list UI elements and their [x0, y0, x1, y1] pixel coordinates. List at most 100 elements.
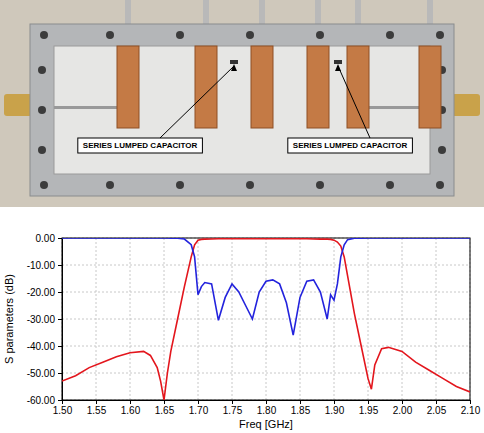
- connector: [452, 94, 480, 116]
- screw-hole: [106, 181, 114, 189]
- connector: [4, 94, 32, 116]
- x-tick: 2.00: [393, 400, 413, 416]
- screw-hole: [38, 106, 46, 114]
- capacitor: [334, 60, 342, 64]
- x-tick-label: 1.60: [121, 405, 141, 416]
- y-tick-label: -30.00: [27, 314, 56, 325]
- housing: [30, 24, 454, 196]
- x-tick-mark: [334, 400, 335, 404]
- series-line: [62, 239, 470, 400]
- screw-hole: [246, 181, 254, 189]
- chart: 1.501.551.601.651.701.751.801.851.901.95…: [0, 210, 484, 433]
- x-tick: 1.50: [53, 400, 73, 416]
- series-line: [62, 238, 470, 335]
- plot-frame: [62, 238, 470, 400]
- x-tick: 1.85: [291, 400, 311, 416]
- capacitor: [230, 60, 238, 64]
- screw-hole: [38, 146, 46, 154]
- x-tick-label: 1.80: [257, 405, 277, 416]
- copper-rod: [251, 46, 273, 128]
- x-tick-mark: [300, 400, 301, 404]
- grid-line-y: [62, 292, 470, 293]
- y-tick-label: -20.00: [27, 287, 56, 298]
- y-tick-mark: [58, 238, 62, 239]
- chart-background: [0, 210, 484, 433]
- photo-background: [0, 0, 484, 207]
- photo-label: SERIES LUMPED CAPACITOR: [78, 64, 237, 153]
- screw-hole: [436, 31, 444, 39]
- x-tick: 2.10: [461, 400, 481, 416]
- screw-hole: [38, 66, 46, 74]
- copper-rod: [195, 46, 217, 128]
- y-tick: -40.00: [27, 341, 62, 352]
- x-tick: 1.55: [87, 400, 107, 416]
- x-tick-mark: [436, 400, 437, 404]
- cavity: [54, 46, 430, 174]
- x-tick: 1.70: [189, 400, 209, 416]
- screw-hole: [246, 31, 254, 39]
- x-tick: 1.95: [359, 400, 379, 416]
- figure: SERIES LUMPED CAPACITOR SERIES LUMPED CAP…: [0, 0, 484, 433]
- photo: SERIES LUMPED CAPACITOR SERIES LUMPED CAP…: [0, 0, 484, 207]
- y-tick: -20.00: [27, 287, 62, 298]
- screw-hole: [176, 181, 184, 189]
- x-tick-label: 1.90: [325, 405, 345, 416]
- y-tick: -50.00: [27, 368, 62, 379]
- x-tick: 1.90: [325, 400, 345, 416]
- x-tick-label: 1.95: [359, 405, 379, 416]
- x-tick-mark: [198, 400, 199, 404]
- y-axis-title: S parameters (dB): [3, 274, 15, 364]
- y-tick-mark: [58, 400, 62, 401]
- copper-rod: [347, 46, 369, 128]
- series-group: [62, 238, 470, 400]
- screw-hole: [436, 181, 444, 189]
- x-tick: 2.05: [427, 400, 447, 416]
- y-tick-mark: [58, 373, 62, 374]
- y-axis: 0.00 -10.00 -20.00 -30.00 -40.00 -50.00 -60.00: [27, 233, 63, 406]
- x-tick-mark: [232, 400, 233, 404]
- photo-label-box: [288, 138, 413, 153]
- copper-rod: [117, 46, 139, 128]
- screw-hole: [106, 31, 114, 39]
- grid-line-y: [62, 373, 470, 374]
- x-tick-mark: [368, 400, 369, 404]
- screw-hole: [386, 181, 394, 189]
- x-tick-label: 1.75: [223, 405, 243, 416]
- photo-label-text: SERIES LUMPED CAPACITOR: [293, 141, 408, 150]
- x-tick-mark: [130, 400, 131, 404]
- x-tick-label: 1.55: [87, 405, 107, 416]
- y-tick: -60.00: [27, 395, 62, 406]
- photo-label-box: [78, 138, 203, 153]
- y-tick-mark: [58, 346, 62, 347]
- y-tick: -10.00: [27, 260, 62, 271]
- screw-hole: [386, 31, 394, 39]
- x-tick-label: 1.70: [189, 405, 209, 416]
- grid-line-y: [62, 265, 470, 266]
- y-tick: -30.00: [27, 314, 62, 325]
- copper-rod: [419, 46, 441, 128]
- feed-line: [54, 106, 124, 109]
- root: SERIES LUMPED CAPACITOR SERIES LUMPED CAP…: [0, 0, 484, 433]
- x-tick: 1.80: [257, 400, 277, 416]
- y-tick-label: -40.00: [27, 341, 56, 352]
- y-tick: 0.00: [36, 233, 62, 244]
- x-axis-title: Freq [GHz]: [239, 418, 293, 430]
- x-tick-mark: [470, 400, 471, 404]
- y-tick-mark: [58, 319, 62, 320]
- x-tick-label: 1.85: [291, 405, 311, 416]
- grid: [62, 238, 470, 400]
- x-tick-label: 2.10: [461, 405, 481, 416]
- x-axis-line: [63, 401, 471, 405]
- y-tick-label: -10.00: [27, 260, 56, 271]
- x-tick-mark: [402, 400, 403, 404]
- x-tick-label: 1.50: [53, 405, 73, 416]
- x-tick-mark: [266, 400, 267, 404]
- screw-hole: [40, 31, 48, 39]
- y-tick-mark: [58, 292, 62, 293]
- grid-line-y: [62, 346, 470, 347]
- copper-rod: [307, 46, 329, 128]
- arrow-head: [335, 64, 341, 71]
- y-tick-label: -60.00: [27, 395, 56, 406]
- x-tick-label: 2.05: [427, 405, 447, 416]
- screw-hole: [316, 31, 324, 39]
